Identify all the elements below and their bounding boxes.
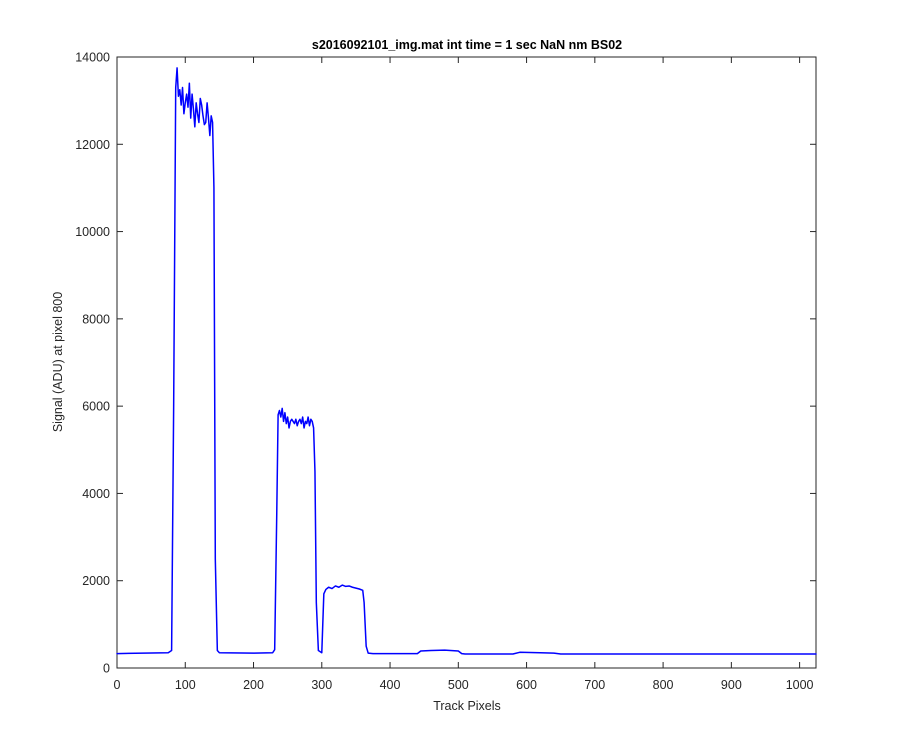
- y-tick-label: 14000: [75, 51, 110, 65]
- y-tick-label: 0: [103, 662, 110, 676]
- y-axis: 0 2000 4000 6000 8000 10000 12000 14000: [75, 51, 816, 676]
- series-layer: [116, 67, 817, 655]
- y-tick-label: 12000: [75, 138, 110, 152]
- y-tick-label: 8000: [82, 312, 110, 326]
- x-tick-label: 0: [114, 678, 121, 692]
- x-tick-label: 900: [721, 678, 742, 692]
- y-tick-label: 4000: [82, 487, 110, 501]
- chart-title: s2016092101_img.mat int time = 1 sec NaN…: [312, 38, 622, 52]
- y-tick-label: 2000: [82, 574, 110, 588]
- x-tick-label: 300: [311, 678, 332, 692]
- x-tick-label: 700: [584, 678, 605, 692]
- series-line: [116, 67, 817, 655]
- x-tick-label: 600: [516, 678, 537, 692]
- x-tick-label: 200: [243, 678, 264, 692]
- x-tick-label: 100: [175, 678, 196, 692]
- x-tick-label: 800: [653, 678, 674, 692]
- x-axis-label: Track Pixels: [433, 699, 501, 713]
- plot-area: [116, 56, 817, 669]
- x-tick-label: 500: [448, 678, 469, 692]
- y-axis-label: Signal (ADU) at pixel 800: [51, 292, 65, 432]
- y-tick-label: 10000: [75, 225, 110, 239]
- x-axis: 0 100 200 300 400 500 600 700 800 900 1000: [114, 57, 814, 692]
- y-tick-label: 6000: [82, 400, 110, 414]
- x-tick-label: 1000: [786, 678, 814, 692]
- x-tick-label: 400: [380, 678, 401, 692]
